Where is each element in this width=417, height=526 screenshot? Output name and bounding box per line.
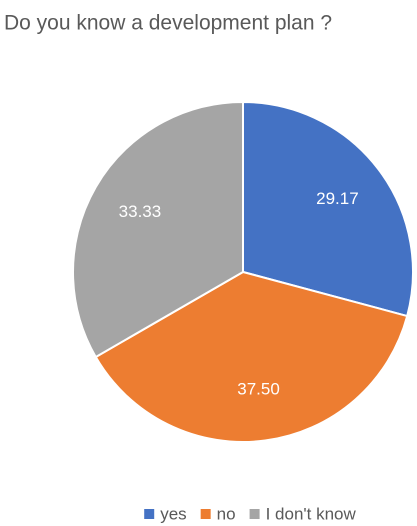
legend-swatch [144, 509, 155, 519]
data-label: 29.17 [316, 189, 359, 208]
legend-swatch [200, 509, 211, 519]
pie-slice [242, 100, 414, 318]
legend-label: yes [160, 504, 186, 523]
chart-title: Do you know a development plan ? [4, 12, 332, 35]
pie-slice [72, 100, 244, 359]
data-label: 33.33 [119, 202, 162, 221]
legend-label: I don't know [266, 504, 357, 523]
legend-swatch [249, 509, 260, 519]
legend-label: no [217, 504, 236, 523]
pie-slice [94, 270, 409, 443]
data-label: 37.50 [237, 379, 280, 398]
